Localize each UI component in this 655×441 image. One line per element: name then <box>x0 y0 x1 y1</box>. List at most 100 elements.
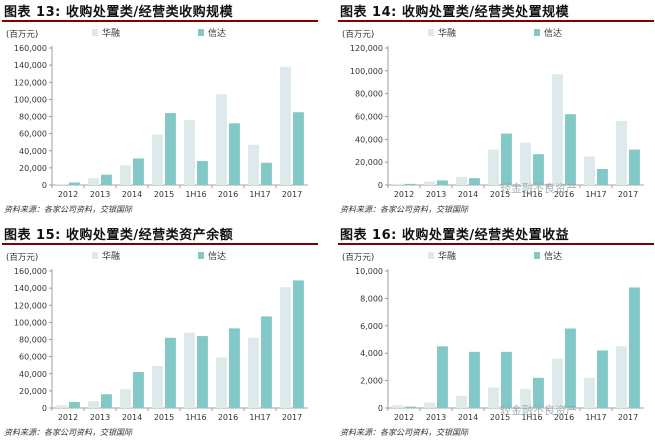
bar-华融-2016 <box>552 74 563 185</box>
legend-swatch-0 <box>428 252 434 259</box>
x-tick-label: 2015 <box>490 190 510 199</box>
bar-信达-2012 <box>405 406 416 408</box>
x-tick-label: 1H16 <box>521 190 542 199</box>
bar-华融-2014 <box>120 389 131 408</box>
bar-华融-2017 <box>280 287 291 408</box>
bar-华融-2014 <box>456 177 467 185</box>
bar-信达-2014 <box>133 372 144 408</box>
legend-label-1: 信达 <box>544 250 562 262</box>
y-tick-label: 60,000 <box>19 130 47 139</box>
bar-信达-2013 <box>101 394 112 408</box>
x-tick-label: 1H17 <box>249 413 270 422</box>
x-tick-label: 2014 <box>458 190 478 199</box>
chart-panel-15: 图表 15: 收购处置类/经营类资产余额 (百万元) 华融 信达 0 20,000 40,… <box>2 223 318 441</box>
title-rule <box>338 20 654 22</box>
legend-label-1: 信达 <box>208 27 226 39</box>
x-tick-label: 1H17 <box>249 190 270 199</box>
bar-信达-2017 <box>629 149 640 185</box>
bar-信达-1H17 <box>261 162 272 185</box>
y-tick-label: 120,000 <box>350 44 383 53</box>
x-tick-label: 1H16 <box>185 190 206 199</box>
bar-华融-2014 <box>456 395 467 408</box>
chart-14: (百万元) 华融 信达 0 20,000 40,000 60,000 80,000 100,00… <box>342 27 644 199</box>
bar-信达-2013 <box>437 180 448 185</box>
bar-信达-2016 <box>229 123 240 185</box>
bar-信达-2017 <box>293 112 304 185</box>
y-tick-label: 40,000 <box>19 147 47 156</box>
y-tick-label: 0 <box>378 404 383 413</box>
legend-swatch-1 <box>198 252 204 259</box>
bar-华融-2013 <box>88 401 99 408</box>
chart-title: 图表 15: 收购处置类/经营类资产余额 <box>4 228 234 243</box>
x-tick-label: 2016 <box>554 413 574 422</box>
bar-华融-2015 <box>152 366 163 408</box>
bar-华融-2017 <box>280 66 291 185</box>
bar-华融-2012 <box>392 183 403 185</box>
legend-label-0: 华融 <box>102 27 120 39</box>
bar-华融-2012 <box>392 405 403 408</box>
y-tick-label: 2,000 <box>360 377 383 386</box>
bar-信达-2012 <box>69 402 80 408</box>
bar-信达-2012 <box>69 182 80 185</box>
y-tick-label: 160,000 <box>14 44 47 53</box>
legend-label-1: 信达 <box>208 250 226 262</box>
chart-title: 图表 14: 收购处置类/经营类处置规模 <box>340 5 570 20</box>
bar-华融-2017 <box>616 346 627 408</box>
chart-panel-13: 图表 13: 收购处置类/经营类收购规模 (百万元) 华融 信达 0 20,000 40,… <box>2 0 318 218</box>
y-tick-label: 100,000 <box>350 67 383 76</box>
x-tick-label: 2014 <box>458 413 478 422</box>
legend-swatch-1 <box>198 29 204 36</box>
chart-title: 图表 13: 收购处置类/经营类收购规模 <box>4 5 234 20</box>
y-tick-label: 8,000 <box>360 294 383 303</box>
y-tick-label: 4,000 <box>360 349 383 358</box>
x-tick-label: 2013 <box>426 413 446 422</box>
x-tick-label: 2017 <box>618 413 638 422</box>
legend-swatch-1 <box>534 29 540 36</box>
y-tick-label: 100,000 <box>14 95 47 104</box>
y-tick-label: 20,000 <box>355 158 383 167</box>
legend-label-1: 信达 <box>544 27 562 39</box>
x-tick-label: 2012 <box>58 413 78 422</box>
legend-swatch-1 <box>534 252 540 259</box>
bar-华融-1H16 <box>184 119 195 185</box>
x-tick-label: 2014 <box>122 190 142 199</box>
bar-信达-2015 <box>165 337 176 408</box>
bar-信达-1H17 <box>261 316 272 408</box>
bar-信达-2015 <box>501 133 512 185</box>
x-tick-label: 2013 <box>90 413 110 422</box>
x-tick-label: 2013 <box>426 190 446 199</box>
bar-华融-1H17 <box>248 144 259 185</box>
y-tick-label: 120,000 <box>14 78 47 87</box>
y-tick-label: 120,000 <box>14 301 47 310</box>
bar-信达-2015 <box>165 113 176 185</box>
x-tick-label: 2012 <box>394 190 414 199</box>
unit-label: (百万元) <box>342 30 374 40</box>
bar-信达-2015 <box>501 351 512 408</box>
legend-swatch-0 <box>92 252 98 259</box>
bar-信达-1H16 <box>197 161 208 185</box>
bar-华融-2015 <box>152 134 163 185</box>
bar-华融-2012 <box>56 184 67 185</box>
x-tick-label: 2015 <box>154 413 174 422</box>
bar-信达-1H17 <box>597 350 608 408</box>
bar-信达-1H16 <box>197 336 208 408</box>
x-tick-label: 1H16 <box>185 413 206 422</box>
chart-13: (百万元) 华融 信达 0 20,000 40,000 60,000 80,000 100,00… <box>6 27 308 199</box>
bar-信达-2016 <box>565 114 576 185</box>
bar-华融-2015 <box>488 149 499 185</box>
source-note: 资料来源：各家公司资料，交银国际 <box>340 205 468 214</box>
source-note: 资料来源：各家公司资料，交银国际 <box>4 205 132 214</box>
y-tick-label: 20,000 <box>19 387 47 396</box>
y-tick-label: 0 <box>42 404 47 413</box>
bar-信达-2013 <box>437 346 448 408</box>
source-note: 资料来源：各家公司资料，交银国际 <box>340 428 468 437</box>
x-tick-label: 2015 <box>154 190 174 199</box>
bar-华融-2016 <box>216 94 227 185</box>
x-tick-label: 2016 <box>218 190 238 199</box>
y-tick-label: 40,000 <box>355 135 383 144</box>
x-tick-label: 2016 <box>218 413 238 422</box>
y-tick-label: 160,000 <box>14 267 47 276</box>
source-note: 资料来源：各家公司资料，交银国际 <box>4 428 132 437</box>
legend-label-0: 华融 <box>102 250 120 262</box>
unit-label: (百万元) <box>6 253 38 263</box>
